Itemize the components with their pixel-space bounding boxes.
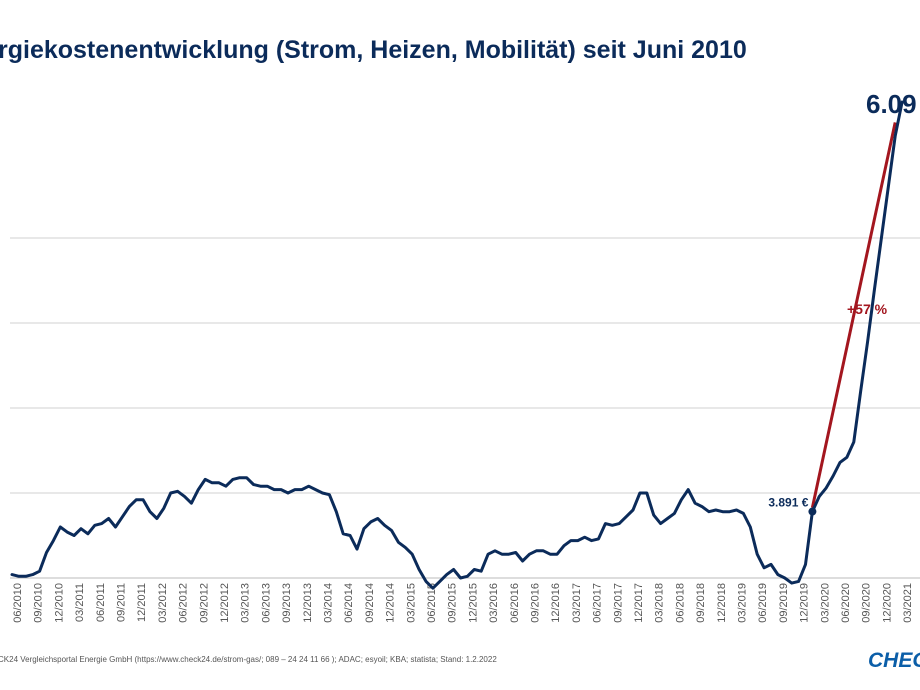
x-tick-label: 03/2021 xyxy=(902,583,914,623)
x-tick-label: 09/2016 xyxy=(530,583,542,623)
x-axis-ticks: 06/2010 09/2010 12/2010 03/2011 06/2011 09/20… xyxy=(12,583,914,623)
increase-arrow xyxy=(810,122,897,508)
x-tick-label: 06/2011 xyxy=(95,583,107,622)
brand-logo: CHEC xyxy=(868,649,920,672)
highlight-value: 6.09 xyxy=(866,89,917,119)
x-tick-label: 06/2018 xyxy=(674,583,686,623)
x-tick-label: 09/2012 xyxy=(198,583,210,623)
x-tick-label: 06/2015 xyxy=(426,583,438,623)
x-tick-label: 06/2012 xyxy=(178,583,190,623)
start-point-marker xyxy=(808,507,817,516)
x-tick-label: 03/2017 xyxy=(571,583,583,623)
x-tick-label: 12/2018 xyxy=(716,583,728,623)
x-tick-label: 12/2020 xyxy=(881,583,893,623)
x-tick-label: 03/2016 xyxy=(488,583,500,623)
x-tick-label: 12/2019 xyxy=(799,583,811,623)
x-tick-label: 03/2011 xyxy=(74,583,86,622)
x-tick-label: 09/2020 xyxy=(861,583,873,623)
x-tick-label: 06/2010 xyxy=(12,583,24,623)
x-tick-label: 09/2011 xyxy=(116,583,128,622)
x-tick-label: 12/2015 xyxy=(467,583,479,623)
series-line xyxy=(10,100,904,590)
x-tick-label: 06/2013 xyxy=(260,583,272,623)
x-tick-label: 03/2013 xyxy=(240,583,252,623)
x-tick-label: 03/2018 xyxy=(654,583,666,623)
x-tick-label: 03/2020 xyxy=(819,583,831,623)
x-tick-label: 09/2017 xyxy=(612,583,624,623)
x-tick-label: 03/2014 xyxy=(323,583,335,623)
x-tick-label: 06/2019 xyxy=(757,583,769,623)
x-tick-label: 12/2014 xyxy=(385,583,397,623)
x-tick-label: 09/2014 xyxy=(364,583,376,623)
x-tick-label: 06/2020 xyxy=(840,583,852,623)
x-tick-label: 12/2011 xyxy=(136,583,148,622)
start-value-label: 3.891 € xyxy=(768,496,808,510)
x-tick-label: 09/2015 xyxy=(447,583,459,623)
x-tick-label: 09/2010 xyxy=(33,583,45,623)
x-tick-label: 12/2016 xyxy=(550,583,562,623)
x-tick-label: 09/2018 xyxy=(695,583,707,623)
x-tick-label: 03/2019 xyxy=(737,583,749,623)
chart-title: rgiekostenentwicklung (Strom, Heizen, Mo… xyxy=(0,36,747,64)
percent-change-label: +57 % xyxy=(847,301,888,317)
grid-lines xyxy=(10,237,920,579)
x-tick-label: 06/2017 xyxy=(592,583,604,623)
x-tick-label: 12/2013 xyxy=(302,583,314,623)
x-tick-label: 03/2012 xyxy=(157,583,169,623)
x-tick-label: 12/2012 xyxy=(219,583,231,623)
x-tick-label: 12/2010 xyxy=(53,583,65,623)
x-tick-label: 03/2015 xyxy=(405,583,417,623)
x-tick-label: 09/2019 xyxy=(778,583,790,623)
x-tick-label: 06/2016 xyxy=(509,583,521,623)
x-tick-label: 06/2014 xyxy=(343,583,355,623)
x-tick-label: 09/2013 xyxy=(281,583,293,623)
x-tick-label: 12/2017 xyxy=(633,583,645,623)
source-note: CK24 Vergleichsportal Energie GmbH (http… xyxy=(0,655,497,664)
